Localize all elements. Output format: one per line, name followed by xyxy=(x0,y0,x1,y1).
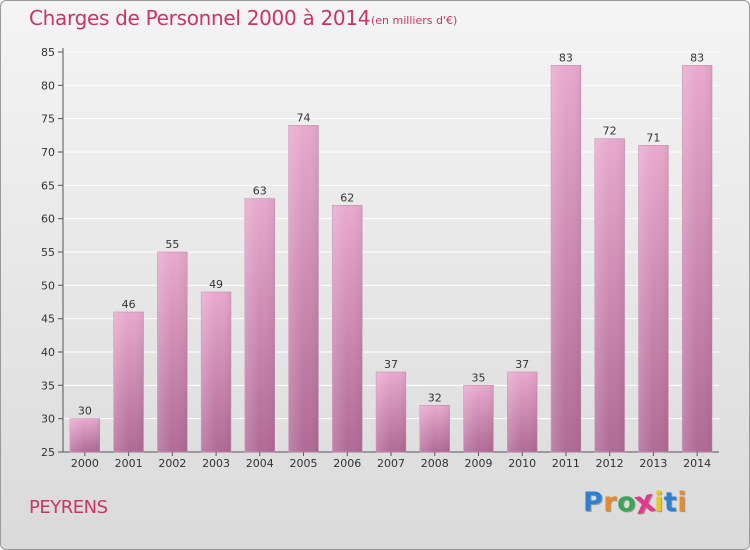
x-tick-label-2008: 2008 xyxy=(421,457,449,470)
logo-letter: i xyxy=(677,487,688,518)
bar-shine xyxy=(594,138,625,452)
x-tick-label-2005: 2005 xyxy=(290,457,318,470)
x-tick-label-2004: 2004 xyxy=(246,457,274,470)
bar-shine xyxy=(244,198,275,452)
bar-shine xyxy=(463,385,494,452)
bar-shine xyxy=(419,405,450,452)
data-label-2011: 83 xyxy=(559,51,573,64)
data-label-2007: 37 xyxy=(384,358,398,371)
bars xyxy=(69,65,713,453)
x-tick-label-2009: 2009 xyxy=(464,457,492,470)
logo-letter: r xyxy=(603,487,618,518)
data-label-2006: 62 xyxy=(340,191,354,204)
data-label-2001: 46 xyxy=(122,298,136,311)
bar-shine xyxy=(376,372,406,452)
logo-letter: o xyxy=(617,487,637,518)
y-tick-label: 30 xyxy=(41,413,55,426)
chart-subtitle: (en milliers d'€) xyxy=(371,14,458,27)
y-tick-label: 60 xyxy=(41,213,55,226)
x-tick-label-2001: 2001 xyxy=(115,457,143,470)
data-label-2002: 55 xyxy=(165,238,179,251)
x-tick-label-2011: 2011 xyxy=(552,457,580,470)
bar-shine xyxy=(201,292,231,452)
y-tick-label: 70 xyxy=(41,146,55,159)
data-label-2004: 63 xyxy=(253,185,267,198)
y-tick-label: 35 xyxy=(41,379,55,392)
y-tick-label: 50 xyxy=(41,279,55,292)
y-tick-label: 40 xyxy=(41,346,55,359)
x-tick-label-2012: 2012 xyxy=(596,457,624,470)
logo-letter: t xyxy=(663,487,678,518)
data-label-2009: 35 xyxy=(471,371,485,384)
data-label-2014: 83 xyxy=(690,51,704,64)
data-label-2012: 72 xyxy=(603,125,617,138)
x-tick-label-2006: 2006 xyxy=(333,457,361,470)
logo-letter: i xyxy=(654,487,664,518)
y-tick-label: 80 xyxy=(41,79,55,92)
data-label-2000: 30 xyxy=(78,405,92,418)
tick-labels: 25 30 35 40 45 50 55 60 65 70 75 80 85 2000 2001 2002 20… xyxy=(41,46,711,470)
data-labels: 30 46 55 49 63 74 62 37 32 35 37 83 72 71 83 xyxy=(78,51,704,417)
bar-shine xyxy=(157,252,188,452)
x-tick-label-2010: 2010 xyxy=(508,457,536,470)
bar-shine xyxy=(288,125,319,452)
y-tick-label: 55 xyxy=(41,246,55,259)
y-tick-label: 45 xyxy=(41,313,55,326)
bar-shine xyxy=(507,372,538,452)
y-tick-label: 65 xyxy=(41,179,55,192)
y-tick-label: 25 xyxy=(41,446,55,459)
commune-name: PEYRENS xyxy=(29,497,108,518)
data-label-2010: 37 xyxy=(515,358,529,371)
data-label-2003: 49 xyxy=(209,278,223,291)
x-tick-label-2002: 2002 xyxy=(158,457,186,470)
chart-title: Charges de Personnel 2000 à 2014 xyxy=(29,6,371,30)
bar-shine xyxy=(332,205,363,452)
data-label-2008: 32 xyxy=(428,391,442,404)
data-label-2005: 74 xyxy=(297,111,311,124)
data-label-2013: 71 xyxy=(646,131,660,144)
bar-shine xyxy=(682,65,713,452)
bar-shine xyxy=(69,418,100,452)
y-tick-label: 75 xyxy=(41,113,55,126)
bar-shine xyxy=(551,65,581,452)
x-tick-label-2007: 2007 xyxy=(377,457,405,470)
x-tick-label-2003: 2003 xyxy=(202,457,230,470)
y-tick-label: 85 xyxy=(41,46,55,59)
x-tick-label-2014: 2014 xyxy=(683,457,711,470)
proxiti-logo: Proxiti xyxy=(583,483,688,522)
x-tick-label-2013: 2013 xyxy=(639,457,667,470)
bar-shine xyxy=(113,312,144,452)
bar-shine xyxy=(638,145,669,453)
logo-letter: P xyxy=(583,487,604,518)
x-tick-label-2000: 2000 xyxy=(71,457,99,470)
